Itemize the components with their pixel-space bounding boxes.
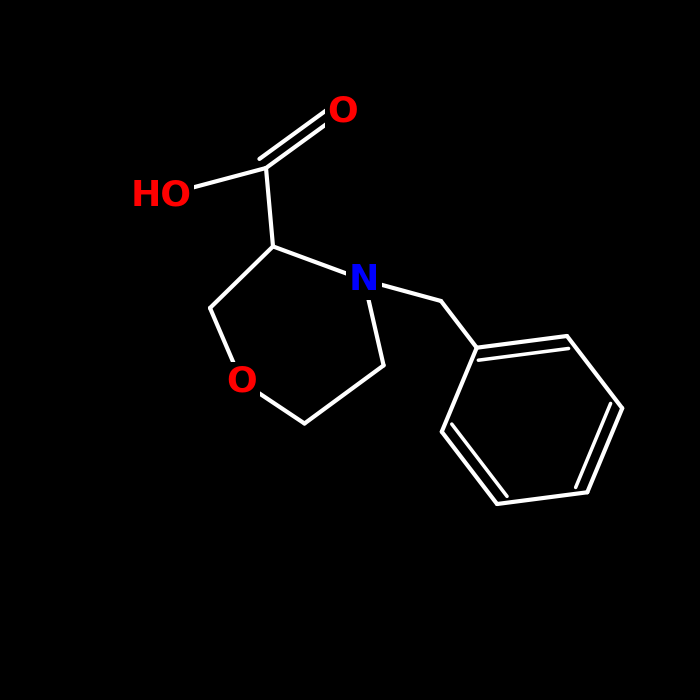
Text: O: O <box>328 95 358 129</box>
Text: HO: HO <box>130 179 192 213</box>
Text: O: O <box>226 365 257 398</box>
Text: N: N <box>349 263 379 297</box>
